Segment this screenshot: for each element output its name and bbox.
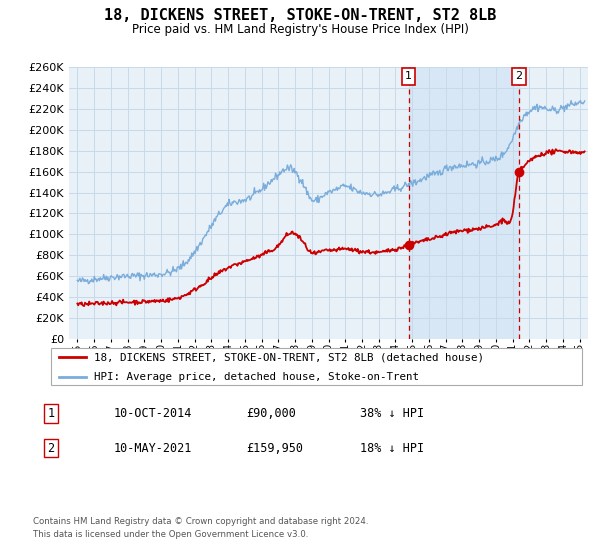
Text: 18% ↓ HPI: 18% ↓ HPI bbox=[360, 441, 424, 455]
Text: £90,000: £90,000 bbox=[246, 407, 296, 420]
Text: Contains HM Land Registry data © Crown copyright and database right 2024.: Contains HM Land Registry data © Crown c… bbox=[33, 517, 368, 526]
Text: 38% ↓ HPI: 38% ↓ HPI bbox=[360, 407, 424, 420]
Text: 1: 1 bbox=[47, 407, 55, 420]
Text: 2: 2 bbox=[47, 441, 55, 455]
Text: HPI: Average price, detached house, Stoke-on-Trent: HPI: Average price, detached house, Stok… bbox=[94, 372, 419, 382]
Text: £159,950: £159,950 bbox=[246, 441, 303, 455]
Text: 18, DICKENS STREET, STOKE-ON-TRENT, ST2 8LB: 18, DICKENS STREET, STOKE-ON-TRENT, ST2 … bbox=[104, 8, 496, 23]
Text: 10-MAY-2021: 10-MAY-2021 bbox=[114, 441, 193, 455]
Text: This data is licensed under the Open Government Licence v3.0.: This data is licensed under the Open Gov… bbox=[33, 530, 308, 539]
FancyBboxPatch shape bbox=[50, 348, 583, 385]
Text: 10-OCT-2014: 10-OCT-2014 bbox=[114, 407, 193, 420]
Text: 2: 2 bbox=[515, 71, 523, 81]
Text: Price paid vs. HM Land Registry's House Price Index (HPI): Price paid vs. HM Land Registry's House … bbox=[131, 22, 469, 36]
Text: 1: 1 bbox=[405, 71, 412, 81]
Text: 18, DICKENS STREET, STOKE-ON-TRENT, ST2 8LB (detached house): 18, DICKENS STREET, STOKE-ON-TRENT, ST2 … bbox=[94, 352, 484, 362]
Bar bbox=[409, 67, 519, 339]
